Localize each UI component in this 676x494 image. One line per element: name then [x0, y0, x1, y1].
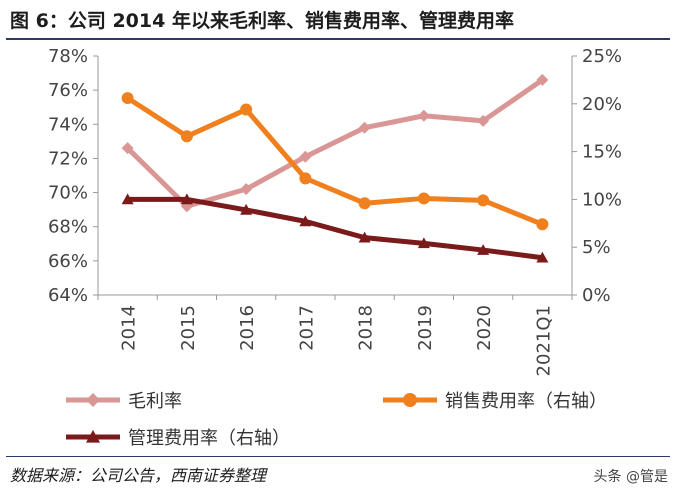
chart-legend: 毛利率 销售费用率（右轴） 管理费用率（右轴） [66, 391, 607, 449]
data-point-marker [477, 244, 490, 255]
data-point-marker [121, 142, 134, 155]
x-tick-label: 2016 [237, 305, 258, 351]
y-left-tick-label: 74% [48, 114, 88, 135]
series-layer [121, 73, 549, 263]
source-note: 数据来源：公司公告，西南证券整理 [10, 466, 267, 485]
series-line [126, 95, 544, 227]
x-tick-label: 2014 [119, 305, 140, 351]
series-line [125, 77, 544, 209]
data-point-marker [358, 197, 371, 210]
legend-label: 管理费用率（右轴） [128, 428, 290, 449]
data-point-marker [299, 172, 312, 185]
y-left-tick-label: 70% [48, 183, 88, 204]
data-point-marker [477, 194, 490, 207]
figure-title: 图 6：公司 2014 年以来毛利率、销售费用率、管理费用率 [10, 10, 514, 32]
data-point-marker [358, 121, 371, 134]
data-point-marker [417, 109, 430, 122]
y-left-tick-label: 76% [48, 80, 88, 101]
series-line [127, 196, 543, 261]
data-point-marker [86, 430, 100, 443]
data-point-marker [417, 192, 430, 205]
chart-axes: 64% 66% 68% 70% 72% 74% 76% 78% 0% 5% 10% 15% 20% 25%… [48, 46, 622, 376]
x-tick-label: 2020 [474, 305, 495, 351]
x-tick-label: 2019 [415, 305, 436, 351]
y-left-tick-label: 64% [48, 285, 88, 306]
data-point-marker [180, 193, 193, 205]
y-right-tick-label: 0% [582, 285, 611, 306]
y-left-tick-label: 68% [48, 217, 88, 238]
y-right-tick-label: 15% [582, 142, 622, 163]
y-right-tick-label: 20% [582, 94, 622, 115]
data-point-marker [299, 150, 312, 163]
legend-label: 毛利率 [128, 391, 182, 412]
data-point-marker [536, 218, 549, 231]
data-point-marker [358, 231, 371, 243]
legend-label: 销售费用率（右轴） [445, 391, 607, 412]
x-tick-label: 2017 [296, 305, 317, 351]
data-point-marker [240, 203, 253, 215]
data-point-marker [86, 393, 100, 407]
data-point-marker [180, 130, 193, 143]
data-point-marker [121, 193, 134, 205]
data-point-marker [240, 183, 253, 196]
y-left-tick-label: 66% [48, 251, 88, 272]
title-divider [6, 38, 670, 40]
source-divider [6, 456, 670, 457]
data-point-marker [403, 393, 417, 407]
x-tick-label: 2018 [356, 305, 377, 351]
watermark: 头条 @管是 [593, 469, 668, 485]
y-left-tick-label: 78% [48, 46, 88, 67]
y-right-tick-label: 25% [582, 46, 622, 67]
data-point-marker [299, 215, 312, 227]
y-right-tick-label: 10% [582, 189, 622, 210]
data-point-marker [477, 114, 490, 127]
y-right-tick-label: 5% [582, 237, 611, 258]
data-point-marker [536, 73, 549, 86]
x-tick-label: 2015 [178, 305, 199, 351]
data-point-marker [240, 103, 253, 116]
x-tick-label: 2021Q1 [533, 305, 554, 376]
data-point-marker [536, 251, 549, 263]
y-left-tick-label: 72% [48, 148, 88, 169]
data-point-marker [121, 92, 134, 105]
data-point-marker [417, 237, 430, 249]
line-chart: 64% 66% 68% 70% 72% 74% 76% 78% 0% 5% 10% 15% 20% 25%… [48, 46, 622, 449]
